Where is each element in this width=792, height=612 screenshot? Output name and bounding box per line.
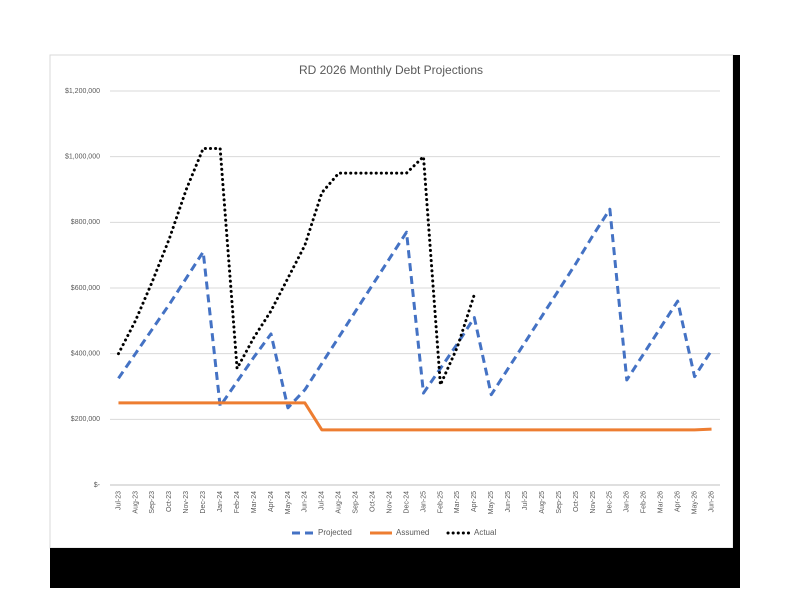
x-tick-label: Sep-25	[556, 491, 563, 514]
x-tick-label: Mar-25	[454, 491, 461, 513]
x-tick-label: Nov-25	[590, 491, 597, 514]
x-tick-label: Nov-24	[386, 491, 393, 514]
x-tick-label: Aug-23	[132, 491, 139, 514]
x-tick-label: Apr-26	[674, 491, 681, 512]
legend-label: Assumed	[396, 528, 429, 537]
x-tick-label: Dec-24	[403, 491, 410, 514]
x-tick-label: Dec-23	[200, 491, 207, 514]
y-tick-label: $-	[94, 482, 101, 489]
x-tick-label: Apr-24	[268, 491, 275, 512]
series-line	[117, 207, 713, 410]
x-tick-label: May-25	[488, 491, 495, 514]
x-tick-label: Jun-25	[505, 491, 512, 513]
series-line	[116, 146, 476, 387]
x-tick-label: Nov-23	[183, 491, 190, 514]
x-tick-label: Jun-24	[302, 491, 309, 513]
series-line	[118, 401, 712, 432]
x-tick-label: Oct-25	[573, 491, 580, 512]
y-tick-label: $1,200,000	[65, 88, 100, 95]
x-tick-label: Apr-25	[471, 491, 478, 512]
x-tick-label: Feb-25	[437, 491, 444, 513]
x-tick-label: Sep-24	[353, 491, 360, 514]
y-tick-label: $200,000	[71, 416, 100, 423]
x-tick-label: May-26	[691, 491, 698, 514]
x-tick-label: Aug-24	[336, 491, 343, 514]
x-tick-label: Jul-25	[522, 491, 529, 510]
chart-title: RD 2026 Monthly Debt Projections	[299, 63, 483, 77]
y-tick-label: $1,000,000	[65, 154, 100, 161]
y-tick-label: $400,000	[71, 351, 100, 358]
x-tick-label: Sep-23	[149, 491, 156, 514]
shadow-bottom	[50, 548, 740, 588]
x-tick-label: Mar-26	[658, 491, 665, 513]
shadow-right	[733, 55, 740, 588]
x-tick-label: Oct-24	[369, 491, 376, 512]
x-tick-label: Feb-24	[234, 491, 241, 513]
x-tick-label: Oct-23	[166, 491, 173, 512]
x-tick-label: Jan-26	[624, 491, 631, 513]
legend-label: Projected	[318, 528, 352, 537]
x-tick-label: Aug-25	[539, 491, 546, 514]
x-tick-label: Jun-26	[708, 491, 715, 513]
legend-label: Actual	[474, 528, 496, 537]
x-tick-label: Feb-26	[641, 491, 648, 513]
y-tick-label: $800,000	[71, 219, 100, 226]
chart-area	[49, 54, 734, 549]
y-tick-label: $600,000	[71, 285, 100, 292]
x-tick-label: Jul-23	[115, 491, 122, 510]
x-tick-label: Jul-24	[319, 491, 326, 510]
x-tick-label: Mar-24	[251, 491, 258, 513]
x-tick-label: Dec-25	[607, 491, 614, 514]
x-tick-label: May-24	[285, 491, 292, 514]
x-tick-label: Jan-24	[217, 491, 224, 513]
x-tick-label: Jan-25	[420, 491, 427, 513]
